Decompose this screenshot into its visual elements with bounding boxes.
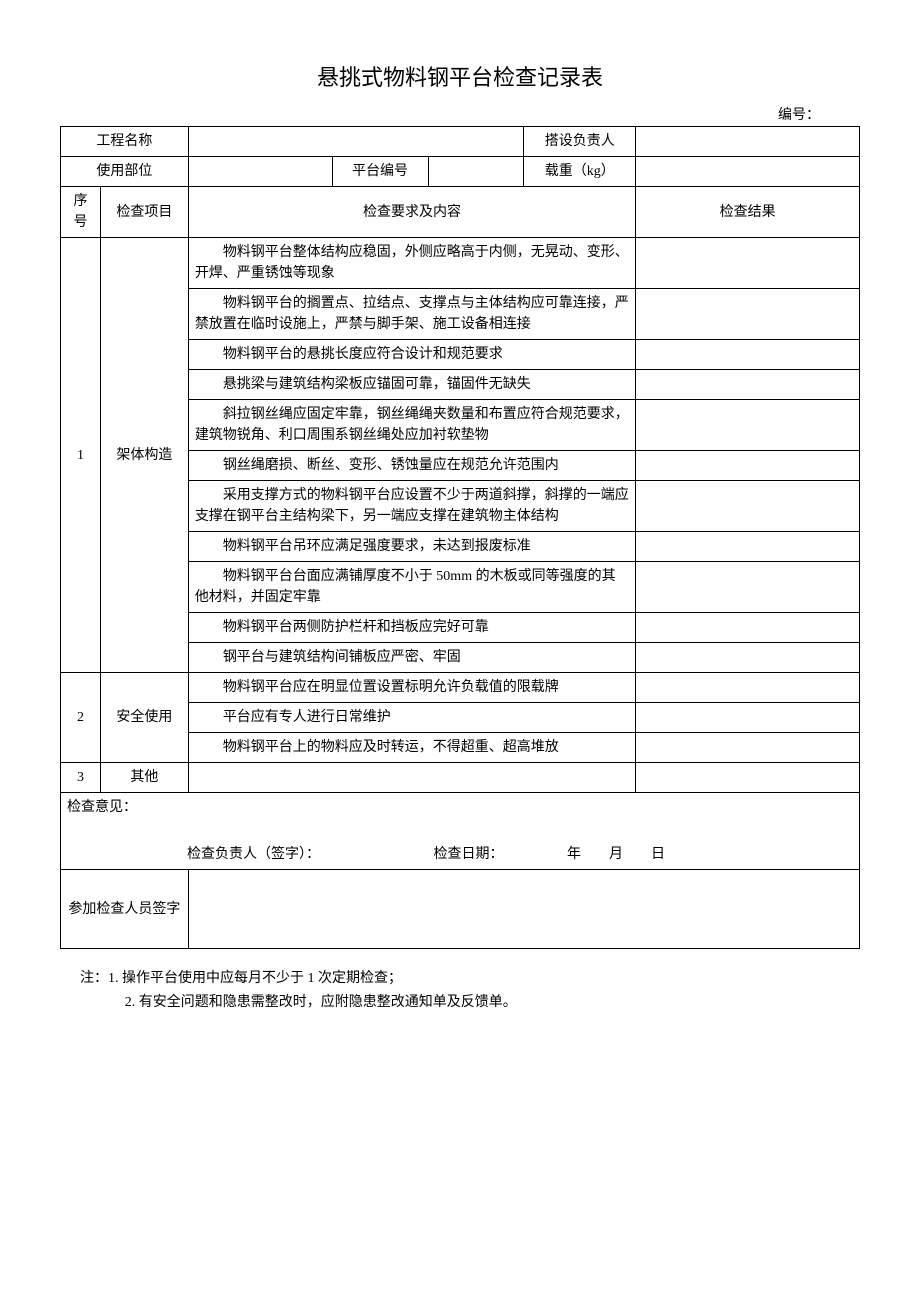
col-result: 检查结果: [636, 187, 860, 238]
item-name: 架体构造: [100, 238, 188, 673]
responsible-label: 搭设负责人: [524, 127, 636, 157]
inspection-table: 工程名称 搭设负责人 使用部位 平台编号 载重（kg） 序号 检查项目 检查要求…: [60, 126, 860, 949]
project-name-value[interactable]: [188, 127, 524, 157]
page-title: 悬挑式物料钢平台检查记录表: [60, 60, 860, 92]
project-name-label: 工程名称: [61, 127, 189, 157]
participants-label: 参加检查人员签字: [61, 870, 189, 949]
result-cell[interactable]: [636, 532, 860, 562]
req-text: 钢丝绳磨损、断丝、变形、锈蚀量应在规范允许范围内: [188, 451, 635, 481]
date-fill: 年 月 日: [567, 844, 665, 865]
opinion-cell[interactable]: 检查意见： 检查负责人（签字）： 检查日期： 年 月 日: [61, 793, 860, 870]
result-cell[interactable]: [636, 763, 860, 793]
item-seq: 1: [61, 238, 101, 673]
col-item: 检查项目: [100, 187, 188, 238]
use-part-label: 使用部位: [61, 157, 189, 187]
result-cell[interactable]: [636, 370, 860, 400]
opinion-label: 检查意见：: [67, 797, 853, 818]
date-label: 检查日期：: [434, 844, 504, 865]
load-value[interactable]: [636, 157, 860, 187]
result-cell[interactable]: [636, 703, 860, 733]
item-name: 安全使用: [100, 673, 188, 763]
load-label: 载重（kg）: [524, 157, 636, 187]
participants-value[interactable]: [188, 870, 859, 949]
result-cell[interactable]: [636, 289, 860, 340]
req-text: 悬挑梁与建筑结构梁板应锚固可靠，锚固件无缺失: [188, 370, 635, 400]
req-text: 物料钢平台吊环应满足强度要求，未达到报废标准: [188, 532, 635, 562]
notes-line2: 2. 有安全问题和隐患需整改时，应附隐患整改通知单及反馈单。: [80, 991, 860, 1015]
result-cell[interactable]: [636, 562, 860, 613]
notes-line1: 注：1. 操作平台使用中应每月不少于 1 次定期检查；: [80, 967, 860, 991]
item-name: 其他: [100, 763, 188, 793]
result-cell[interactable]: [636, 340, 860, 370]
result-cell[interactable]: [636, 643, 860, 673]
use-part-value[interactable]: [188, 157, 332, 187]
col-seq: 序号: [61, 187, 101, 238]
req-text: 物料钢平台整体结构应稳固，外侧应略高于内侧，无晃动、变形、开焊、严重锈蚀等现象: [188, 238, 635, 289]
platform-no-value[interactable]: [428, 157, 524, 187]
result-cell[interactable]: [636, 238, 860, 289]
result-cell[interactable]: [636, 481, 860, 532]
result-cell[interactable]: [636, 400, 860, 451]
result-cell[interactable]: [636, 673, 860, 703]
req-text: 采用支撑方式的物料钢平台应设置不少于两道斜撑，斜撑的一端应支撑在钢平台主结构梁下…: [188, 481, 635, 532]
req-text: 钢平台与建筑结构间铺板应严密、牢固: [188, 643, 635, 673]
col-req: 检查要求及内容: [188, 187, 635, 238]
req-text: 物料钢平台两侧防护栏杆和挡板应完好可靠: [188, 613, 635, 643]
result-cell[interactable]: [636, 733, 860, 763]
req-text: 斜拉钢丝绳应固定牢靠，钢丝绳绳夹数量和布置应符合规范要求，建筑物锐角、利口周围系…: [188, 400, 635, 451]
item-seq: 3: [61, 763, 101, 793]
doc-number-label: 编号：: [60, 104, 860, 124]
notes: 注：1. 操作平台使用中应每月不少于 1 次定期检查； 2. 有安全问题和隐患需…: [60, 967, 860, 1015]
req-text: 物料钢平台上的物料应及时转运，不得超重、超高堆放: [188, 733, 635, 763]
req-text: 物料钢平台的搁置点、拉结点、支撑点与主体结构应可靠连接，严禁放置在临时设施上，严…: [188, 289, 635, 340]
signer-label: 检查负责人（签字）：: [187, 844, 320, 865]
req-text: 平台应有专人进行日常维护: [188, 703, 635, 733]
item-seq: 2: [61, 673, 101, 763]
platform-no-label: 平台编号: [332, 157, 428, 187]
req-text: 物料钢平台的悬挑长度应符合设计和规范要求: [188, 340, 635, 370]
result-cell[interactable]: [636, 451, 860, 481]
req-text: 物料钢平台应在明显位置设置标明允许负载值的限载牌: [188, 673, 635, 703]
responsible-value[interactable]: [636, 127, 860, 157]
req-text: 物料钢平台台面应满铺厚度不小于 50mm 的木板或同等强度的其他材料，并固定牢靠: [188, 562, 635, 613]
result-cell[interactable]: [636, 613, 860, 643]
req-text: [188, 763, 635, 793]
